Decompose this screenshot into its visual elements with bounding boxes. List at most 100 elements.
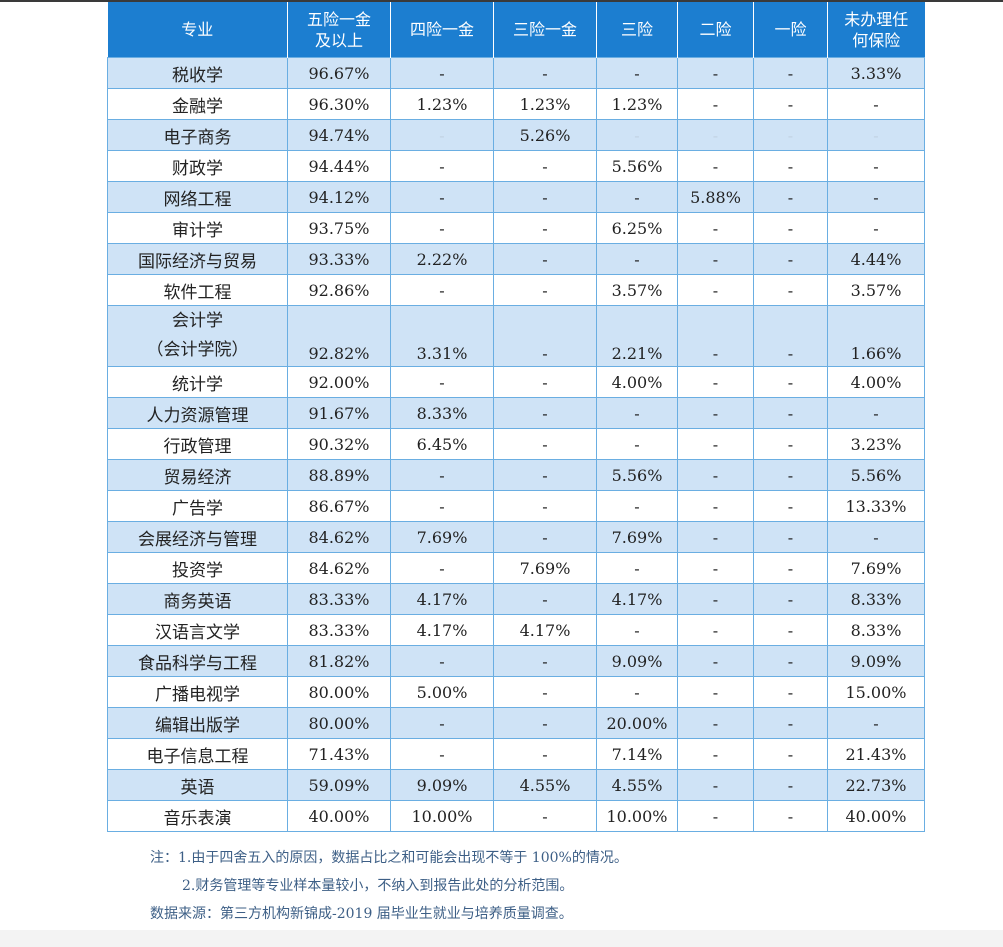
value-cell: -	[390, 459, 494, 491]
value-cell: 10.00%	[596, 800, 678, 832]
major-cell: 国际经济与贸易	[107, 243, 288, 275]
value-cell: 81.82%	[287, 645, 391, 677]
value-cell: 9.09%	[596, 645, 678, 677]
value-cell: -	[753, 212, 828, 244]
value-cell: 5.00%	[390, 676, 494, 708]
value-cell: -	[390, 366, 494, 398]
value-cell: -	[677, 305, 754, 367]
value-cell: 80.00%	[287, 676, 391, 708]
major-cell: 电子商务	[107, 119, 288, 151]
major-name-line: 食品科学与工程	[138, 653, 257, 674]
value-cell: -	[390, 181, 494, 213]
column-header-line: 及以上	[314, 30, 363, 50]
value-cell: -	[493, 459, 597, 491]
major-name-line: 会展经济与管理	[138, 529, 257, 550]
table-row: 贸易经济 88.89% - -5.56% - -5.56%	[107, 459, 925, 491]
major-name-line: 软件工程	[163, 282, 232, 303]
value-cell: -	[390, 119, 494, 151]
value-cell: -	[493, 243, 597, 275]
value-cell: 71.43%	[287, 738, 391, 770]
value-cell: -	[596, 676, 678, 708]
major-cell: 编辑出版学	[107, 707, 288, 739]
table-header-row: 专业 五险一金 及以上 四险一金 三险一金 三险 二险 一险 未办理任 何保险	[107, 2, 925, 58]
column-header-line: 何保险	[852, 30, 901, 50]
table-row: 音乐表演 40.00% 10.00% -10.00% - -40.00%	[107, 800, 925, 832]
value-cell: -	[596, 119, 678, 151]
major-name-line: 编辑出版学	[155, 715, 240, 736]
insurance-by-major-table: 专业 五险一金 及以上 四险一金 三险一金 三险 二险 一险 未办理任 何保险 税收学 96.67%…	[107, 2, 925, 832]
value-cell: -	[753, 490, 828, 522]
value-cell: 91.67%	[287, 397, 391, 429]
major-name-line: 会计学	[172, 311, 223, 331]
value-cell: -	[677, 614, 754, 646]
value-cell: 8.33%	[390, 397, 494, 429]
value-cell: 92.86%	[287, 274, 391, 306]
major-name-line: 人力资源管理	[146, 405, 249, 426]
value-cell: -	[677, 119, 754, 151]
table-row: 软件工程 92.86% - -3.57% - -3.57%	[107, 274, 925, 306]
value-cell: -	[753, 366, 828, 398]
value-cell: -	[827, 119, 925, 151]
major-name-line: 广播电视学	[155, 684, 240, 705]
column-header: 四险一金	[390, 2, 494, 58]
major-cell: 会展经济与管理	[107, 521, 288, 553]
value-cell: -	[596, 243, 678, 275]
value-cell: -	[677, 397, 754, 429]
value-cell: 7.14%	[596, 738, 678, 770]
value-cell: 8.33%	[827, 583, 925, 615]
value-cell: 4.17%	[390, 614, 494, 646]
major-cell: 金融学	[107, 88, 288, 120]
value-cell: -	[596, 181, 678, 213]
column-header: 二险	[677, 2, 754, 58]
major-cell: 广告学	[107, 490, 288, 522]
value-cell: 4.00%	[596, 366, 678, 398]
value-cell: 4.17%	[493, 614, 597, 646]
column-header-line: 专业	[181, 20, 214, 39]
value-cell: -	[677, 769, 754, 801]
value-cell: 4.55%	[596, 769, 678, 801]
major-name-line: 国际经济与贸易	[138, 251, 257, 272]
value-cell: -	[753, 150, 828, 182]
value-cell: -	[753, 800, 828, 832]
value-cell: 6.45%	[390, 428, 494, 460]
footnote-sample-size: 2.财务管理等专业样本量较小，不纳入到报告此处的分析范围。	[182, 878, 574, 894]
column-header-line: 二险	[699, 20, 732, 39]
value-cell: 88.89%	[287, 459, 391, 491]
major-cell: 贸易经济	[107, 459, 288, 491]
value-cell: -	[753, 552, 828, 584]
value-cell: 84.62%	[287, 552, 391, 584]
value-cell: 5.56%	[827, 459, 925, 491]
table-row: 会展经济与管理 84.62% 7.69% -7.69% - - -	[107, 521, 925, 553]
table-row: 税收学 96.67% - - - - -3.33%	[107, 57, 925, 89]
value-cell: -	[596, 428, 678, 460]
major-cell: 软件工程	[107, 274, 288, 306]
value-cell: -	[390, 552, 494, 584]
value-cell: -	[493, 305, 597, 367]
major-cell: 网络工程	[107, 181, 288, 213]
value-cell: -	[596, 552, 678, 584]
value-cell: 7.69%	[493, 552, 597, 584]
value-cell: 22.73%	[827, 769, 925, 801]
value-cell: -	[390, 150, 494, 182]
value-cell: -	[596, 397, 678, 429]
table-row: 行政管理 90.32% 6.45% - - - -3.23%	[107, 428, 925, 460]
major-cell: 投资学	[107, 552, 288, 584]
value-cell: 40.00%	[287, 800, 391, 832]
column-header: 未办理任 何保险	[827, 2, 925, 58]
value-cell: -	[677, 676, 754, 708]
table-row: 财政学 94.44% - -5.56% - - -	[107, 150, 925, 182]
table-row: 食品科学与工程 81.82% - -9.09% - -9.09%	[107, 645, 925, 677]
value-cell: 94.74%	[287, 119, 391, 151]
major-cell: 广播电视学	[107, 676, 288, 708]
value-cell: -	[493, 181, 597, 213]
major-name-line: 音乐表演	[163, 808, 232, 829]
value-cell: 5.56%	[596, 150, 678, 182]
value-cell: 96.30%	[287, 88, 391, 120]
value-cell: -	[493, 366, 597, 398]
value-cell: 90.32%	[287, 428, 391, 460]
value-cell: 1.23%	[390, 88, 494, 120]
value-cell: 1.23%	[493, 88, 597, 120]
value-cell: -	[827, 88, 925, 120]
column-header-line: 五险一金	[306, 9, 371, 29]
major-cell: 音乐表演	[107, 800, 288, 832]
